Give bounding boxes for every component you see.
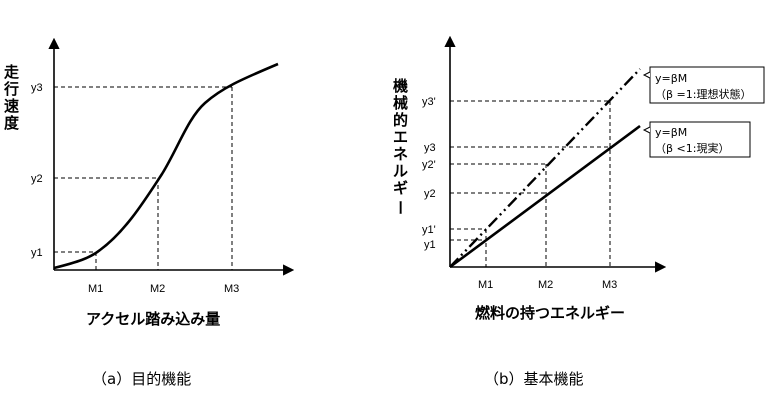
left-y-tick-y3: y3 bbox=[31, 82, 43, 94]
right-real-line bbox=[449, 124, 641, 269]
left-y-label-char-2: 行 bbox=[3, 80, 19, 98]
real-callout-pointer bbox=[642, 126, 651, 134]
right-y-label-char-4: エ bbox=[393, 128, 408, 146]
left-y-tick-y1: y1 bbox=[31, 247, 43, 259]
right-y-label-char-2: 械 bbox=[393, 94, 408, 112]
right-y-label-char-5: ネ bbox=[393, 145, 408, 163]
left-x-label: アクセル踏み込み量 bbox=[86, 310, 220, 328]
ideal-callout-pointer bbox=[642, 71, 651, 79]
right-y-label-char-3: 的 bbox=[393, 111, 408, 129]
right-y-label-char-1: 機 bbox=[393, 77, 408, 95]
left-diagram: y1 y2 y3 M1 M2 M3 走 行 速 度 アクセル踏み込み量 （a）目… bbox=[3, 37, 295, 388]
real-callout-box bbox=[649, 121, 751, 158]
right-x-tick-m1: M1 bbox=[478, 279, 493, 291]
left-x-tick-m2: M2 bbox=[150, 283, 165, 295]
real-label-line1: y=βM bbox=[655, 126, 687, 139]
right-y-tick-y3: y3 bbox=[424, 142, 436, 154]
left-caption: （a）目的機能 bbox=[92, 370, 191, 388]
right-y-tick-y3p: y3' bbox=[422, 96, 436, 108]
right-y-label-char-8: ー bbox=[391, 200, 409, 215]
left-x-tick-m1: M1 bbox=[88, 283, 103, 295]
ideal-label-line1: y=βM bbox=[655, 72, 687, 85]
left-y-label-char-1: 走 bbox=[4, 63, 19, 81]
left-objective-curve bbox=[53, 62, 279, 270]
right-y-tick-y2: y2 bbox=[424, 188, 436, 200]
right-y-label-char-6: ル bbox=[393, 162, 408, 180]
real-label-line2: （β <1:現実） bbox=[655, 141, 729, 155]
left-y-tick-y2: y2 bbox=[31, 173, 43, 185]
ideal-callout: y=βM （β =1:理想状態） bbox=[642, 66, 765, 104]
left-x-tick-m3: M3 bbox=[224, 283, 239, 295]
left-y-label-char-4: 度 bbox=[4, 114, 20, 132]
ideal-callout-box bbox=[649, 66, 765, 104]
real-callout: y=βM （β <1:現実） bbox=[642, 121, 751, 158]
right-caption: （b）基本機能 bbox=[484, 370, 584, 388]
right-y-tick-y2p: y2' bbox=[422, 159, 436, 171]
right-x-tick-m2: M2 bbox=[538, 279, 553, 291]
right-x-tick-m3: M3 bbox=[602, 279, 617, 291]
left-y-label-char-3: 速 bbox=[4, 97, 19, 115]
right-ideal-line bbox=[449, 68, 641, 268]
right-y-label-char-7: ギ bbox=[393, 179, 408, 197]
ideal-label-line2: （β =1:理想状態） bbox=[655, 87, 751, 101]
right-y-tick-y1: y1 bbox=[424, 239, 436, 251]
right-diagram: y=βM （β =1:理想状態） y=βM （β <1:現実） y3' y3 y… bbox=[391, 35, 765, 388]
right-x-label: 燃料の持つエネルギー bbox=[475, 304, 625, 322]
right-y-tick-y1p: y1' bbox=[422, 224, 436, 236]
